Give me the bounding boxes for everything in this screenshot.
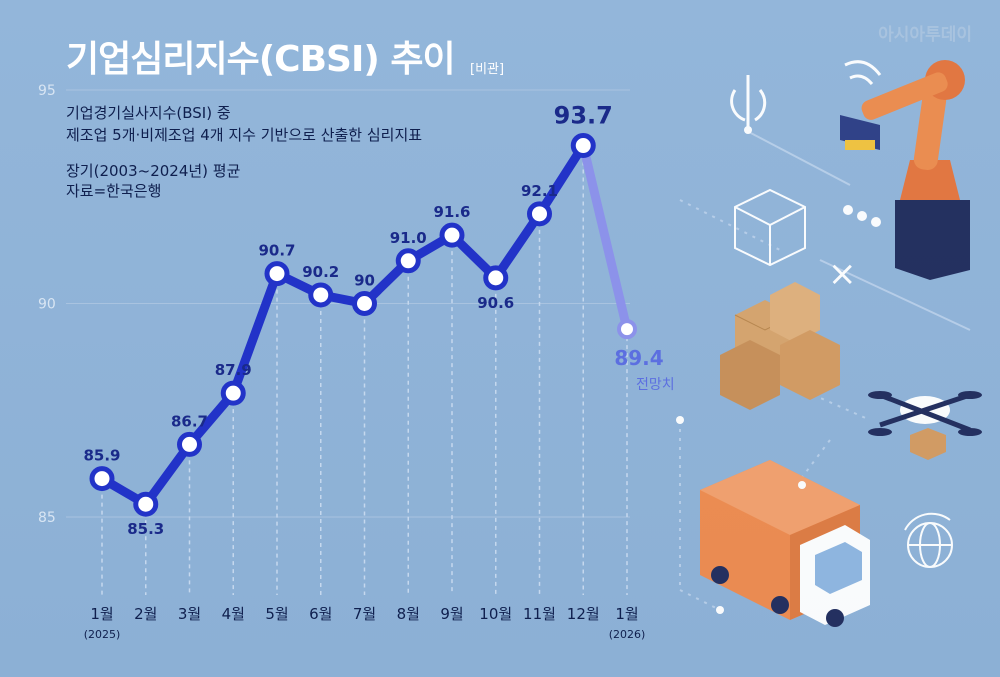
x-tick-label: 12월 [567,605,600,623]
value-label: 90.7 [258,242,295,260]
x-tick-label: 10월 [479,605,512,623]
data-point [439,222,465,248]
value-label: 91.0 [390,229,427,247]
globe-icon [904,512,953,568]
forecast-value-label: 89.4 [614,346,663,370]
data-points [89,133,637,517]
description-line-3: 장기(2003~2024년) 평균 [66,162,241,180]
x-tick-label: 7월 [353,605,376,623]
x-tick-label: 4월 [222,605,245,623]
data-point [264,261,290,287]
svg-text:×: × [828,254,857,294]
value-label: 90.6 [477,294,514,312]
x-tick-sublabel: (2026) [609,628,646,641]
description-line-1: 기업경기실사지수(BSI) 중 [66,104,231,122]
data-point [308,282,334,308]
truck-icon [700,460,870,627]
watermark: 아시아투데이 [878,25,972,45]
value-label: 90.2 [302,263,339,281]
x-tick-label: 9월 [440,605,463,623]
data-point [527,201,552,227]
forecast-series-line [578,141,632,334]
x-tick-label: 6월 [309,605,332,623]
data-point [395,248,421,274]
x-tick-label: 11월 [523,605,556,623]
x-tick-label: 1월 [90,605,113,623]
value-label: 85.3 [127,520,164,538]
forecast-point [617,319,637,340]
x-tick-label: 1월 [615,605,638,623]
data-point [570,133,596,159]
data-point [89,466,115,492]
y-tick-label: 95 [38,83,56,99]
value-label: 91.6 [433,203,470,221]
forecast-note: 전망치 [636,377,675,393]
value-label: 85.9 [83,447,120,465]
robot-arm-icon [840,60,970,280]
actual-series-line [97,141,588,509]
data-point [133,491,159,517]
source-line: 자료=한국은행 [66,182,162,200]
logistics-illustration: × [676,60,982,627]
value-label: 90 [354,272,375,290]
y-tick-label: 90 [38,297,56,313]
x-tick-label: 8월 [397,605,420,623]
signal-icon [730,60,882,130]
y-axis: 85 90 95 [38,83,630,526]
x-tick-sublabel: (2025) [84,628,121,641]
data-point [352,291,377,316]
data-point [483,265,509,291]
value-label: 86.7 [171,412,208,430]
cube-icon [734,188,806,267]
value-label: 93.7 [554,102,613,130]
description-line-2: 제조업 5개·비제조업 4개 지수 기반으로 산출한 심리지표 [66,126,423,144]
value-label: 87.9 [215,361,252,379]
x-tick-label: 3월 [178,605,201,623]
data-point [220,380,246,406]
drop-lines [101,145,628,595]
y-tick-label: 85 [38,510,56,526]
x-tick-label: 2월 [134,605,157,623]
value-labels: 85.9 85.3 86.7 87.9 90.7 90.2 90 91.0 91.6 90.6 92… [83,102,663,539]
data-point [177,431,202,457]
title-note: [비관] [470,62,505,77]
x-axis-labels: 1월 (2025) 2월 3월 4월 5월 6월 7월 8월 9월 10월 11월 12월 1월 (2026… [84,605,646,641]
boxes-icon [720,282,840,410]
x-tick-label: 5월 [265,605,288,623]
drone-icon [868,391,982,460]
value-label: 92.1 [521,182,558,200]
chart-title: 기업심리지수(CBSI) 추이 [66,39,456,80]
